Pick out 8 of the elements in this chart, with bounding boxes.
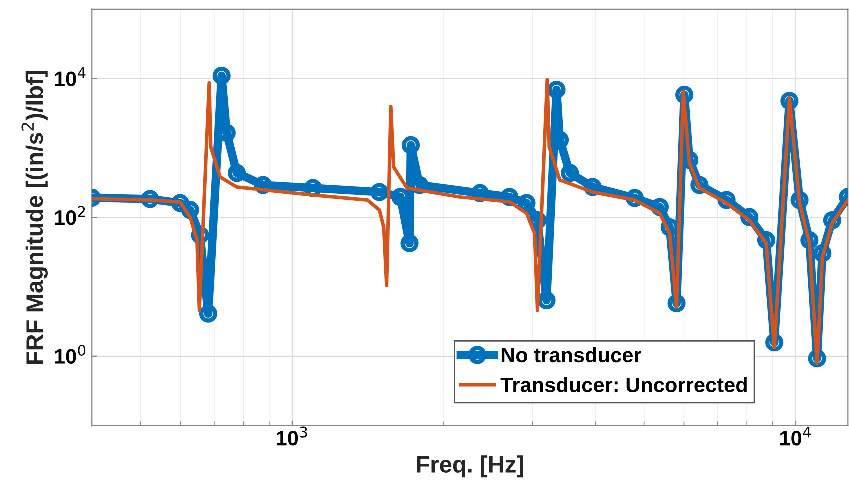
legend-label: Transducer: Uncorrected [500, 377, 747, 393]
y-tick-label: 10$^{4}$ [55, 68, 86, 86]
y-axis-title: FRF Magnitude [(in/s$^{2}$)/lbf] [22, 71, 48, 364]
y-tick-label: 10$^{2}$ [55, 206, 86, 226]
x-tick-label: 10$^{3}$ [277, 426, 308, 446]
legend-label: No transducer [502, 347, 642, 363]
y-tick-label: 10$^{0}$ [55, 344, 86, 364]
x-axis-title: Freq. [Hz] [417, 456, 524, 478]
